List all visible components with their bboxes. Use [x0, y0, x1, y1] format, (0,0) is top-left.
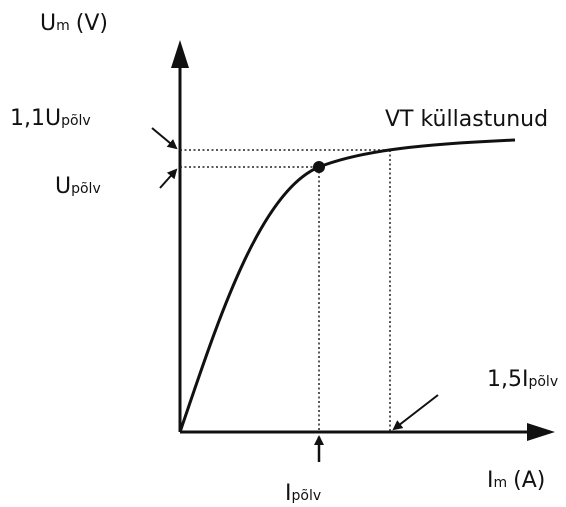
pointer-arrow [159, 168, 178, 189]
pointer-arrow [392, 394, 439, 431]
u-110-label: 1,1Upõlv [10, 106, 91, 131]
saturation-label: VT küllastunud [385, 107, 548, 132]
i-150-label: 1,5Ipõlv [487, 367, 558, 392]
pointer-arrow [151, 127, 178, 150]
knee-point [313, 161, 325, 173]
y-axis-label: Um (V) [40, 11, 108, 36]
magnetization-curve [178, 138, 516, 433]
x-axis-arrow [527, 423, 555, 441]
i-knee-label: Ipõlv [285, 481, 321, 506]
x-axis-label: Im (A) [487, 468, 545, 493]
y-axis-arrow [171, 40, 189, 68]
u-knee-label: Upõlv [55, 174, 101, 199]
